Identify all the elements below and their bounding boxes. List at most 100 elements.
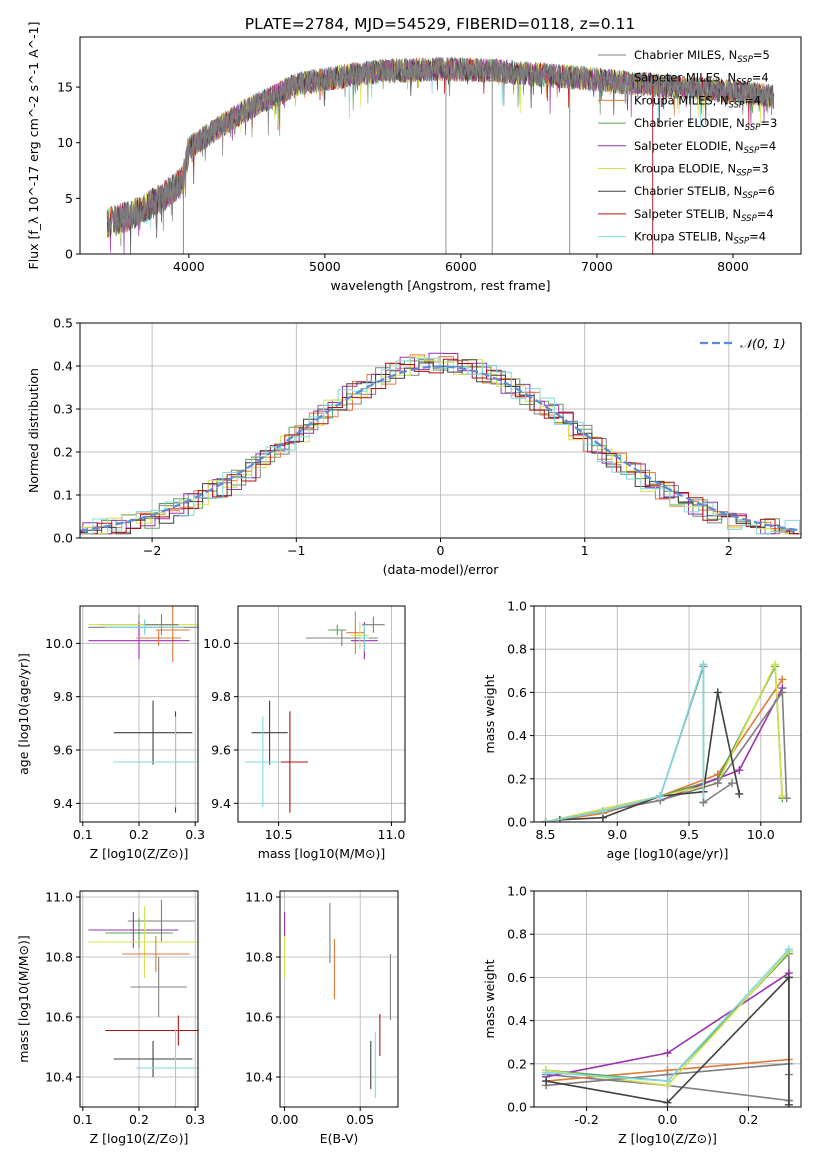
weight_vs_age-line: [545, 690, 788, 822]
mass_vs_ebv-x-tick-label: 0.00: [271, 1112, 299, 1127]
weight_vs_age-plot-area: [541, 660, 791, 822]
weight_vs_age-line: [545, 687, 784, 822]
legend-entry: Salpeter ELODIE, NSSP=4: [634, 139, 776, 156]
legend-entry-normal: 𝒩(0, 1): [740, 336, 786, 351]
age_vs_mass-spines: [237, 605, 406, 823]
age_vs_mass-y-tick-label: 9.4: [211, 796, 231, 811]
mass_vs_Z-errorbars: [88, 900, 198, 1107]
spectrum-legend: Chabrier MILES, NSSP=5 Salpeter MILES, NS…: [598, 48, 777, 247]
spectrum-x-tick-label: 5000: [309, 259, 341, 274]
mass_vs_Z-plot-area: [88, 900, 198, 1107]
weight_vs_age-y-tick-label: 0.0: [507, 815, 527, 830]
weight_vs_age-marker: [778, 675, 787, 684]
mass_vs_ebv-spines: [279, 890, 399, 1108]
weight_vs_age-series: [541, 660, 791, 822]
mass_vs_ebv-y-tick-label: 10.4: [245, 1070, 273, 1085]
residuals-y-tick-label: 0.5: [53, 316, 73, 331]
weight_vs_age-x-axis-label: age [log10(age/yr)]: [607, 846, 729, 861]
weight_vs_Z-x-tick-label: 0.2: [738, 1112, 758, 1127]
legend-entry: Kroupa MILES, NSSP=4: [634, 93, 761, 110]
weight_vs_Z-series: [542, 945, 793, 1107]
weight_vs_age-marker: [782, 794, 791, 803]
weight_vs_age-y-tick-label: 0.6: [507, 685, 527, 700]
age_vs_Z-y-axis-label: age [log10(age/yr)]: [16, 653, 31, 775]
mass_vs_ebv-errorbars: [283, 903, 391, 1098]
age_vs_mass-y-tick-label: 10.0: [203, 636, 231, 651]
spectrum-x-tick-label: 6000: [445, 259, 477, 274]
mass_vs_Z-y-axis-label: mass [log10(M/M⊙)]: [16, 935, 31, 1063]
weight_vs_Z-x-tick-label: 0.0: [658, 1112, 678, 1127]
age_vs_Z-x-tick-label: 0.2: [129, 827, 149, 842]
weight_vs_Z-marker: [784, 973, 793, 982]
spectrum-lines: [106, 56, 775, 254]
age_vs_Z-x-axis-label: Z [log10(Z/Z⊙)]: [90, 846, 189, 861]
residuals-x-tick-label: −2: [143, 543, 161, 558]
spectrum-x-tick-label: 7000: [581, 259, 613, 274]
spectrum-spines: [79, 36, 802, 255]
legend-entry: Chabrier MILES, NSSP=5: [634, 48, 770, 65]
weight_vs_Z-plot-area: [542, 945, 793, 1107]
mass_vs_Z-x-tick-label: 0.3: [185, 1112, 205, 1127]
spectrum-y-axis-label: Flux [f_λ 10^-17 erg cm^-2 s^-1 A^-1]: [26, 22, 41, 270]
mass_vs_ebv-x-tick-label: 0.05: [346, 1112, 374, 1127]
spectrum-x-tick-label: 8000: [717, 259, 749, 274]
residuals-y-tick-label: 0.3: [53, 402, 73, 417]
weight_vs_age-y-axis-label: mass weight: [482, 674, 497, 753]
age_vs_Z-y-tick-label: 10.0: [45, 636, 73, 651]
weight_vs_Z-marker: [784, 945, 793, 954]
age_vs_mass-y-tick-label: 9.6: [211, 743, 231, 758]
weight_vs_age-marker: [656, 792, 665, 801]
weight_vs_age-x-tick-label: 9.5: [679, 827, 699, 842]
residuals-x-axis-label: (data-model)/error: [383, 562, 500, 577]
mass_vs_Z-axes: [80, 891, 198, 1107]
residuals-x-tick-label: −1: [287, 543, 305, 558]
spectrum-plot-area: [106, 56, 775, 254]
mass_vs_ebv-y-tick-label: 11.0: [245, 890, 273, 905]
weight_vs_age-frame: 8.5 9.0 9.5 10.0 0.0 0.2 0.4 0.6 0.8 1.0 age [log1…: [482, 599, 802, 861]
spectrum-y-tick-label: 5: [65, 191, 73, 206]
age_vs_mass-errorbars: [244, 611, 385, 813]
weight_vs_age-y-tick-label: 0.2: [507, 771, 527, 786]
age_vs_mass-frame: 10.5 11.0 9.4 9.6 9.8 10.0 mass [log10(M/M⊙)]: [203, 605, 406, 861]
weight_vs_age-x-tick-label: 9.0: [607, 827, 627, 842]
age_vs_mass-plot-area: [244, 611, 385, 813]
mass_vs_ebv-x-axis-label: E(B-V): [320, 1131, 359, 1146]
spectrum-x-axis-label: wavelength [Angstrom, rest frame]: [330, 278, 550, 293]
mass_vs_Z-y-tick-label: 10.6: [45, 1010, 73, 1025]
residuals-y-tick-label: 0.1: [53, 488, 73, 503]
spectrum-line-chabrier-miles: [106, 56, 775, 235]
weight_vs_age-marker: [735, 766, 744, 775]
weight_vs_Z-marker: [542, 1077, 551, 1086]
age_vs_Z-frame: 0.1 0.2 0.3 9.4 9.6 9.8 10.0 Z [log10(Z/Z⊙)] age…: [16, 605, 205, 861]
age_vs_Z-x-tick-label: 0.1: [73, 827, 93, 842]
weight_vs_Z-y-tick-label: 1.0: [507, 884, 527, 899]
age_vs_mass-x-axis-label: mass [log10(M/M⊙)]: [258, 846, 386, 861]
legend-entry: Salpeter STELIB, NSSP=4: [634, 207, 774, 224]
mass_vs_Z-y-tick-label: 10.4: [45, 1070, 73, 1085]
legend-entry: Chabrier ELODIE, NSSP=3: [634, 116, 777, 133]
mass_vs_Z-x-axis-label: Z [log10(Z/Z⊙)]: [90, 1131, 189, 1146]
residuals-y-tick-label: 0.4: [53, 359, 73, 374]
weight_vs_Z-y-tick-label: 0.6: [507, 970, 527, 985]
weight_vs_Z-y-tick-label: 0.4: [507, 1013, 527, 1028]
age_vs_Z-errorbars: [88, 606, 198, 813]
age_vs_mass-x-tick-label: 11.0: [378, 827, 406, 842]
mass_vs_Z-x-tick-label: 0.2: [129, 1112, 149, 1127]
residuals-x-tick-label: 0: [437, 543, 445, 558]
spectrum-y-tick-label: 15: [57, 80, 73, 95]
weight_vs_age-y-tick-label: 1.0: [507, 599, 527, 614]
histogram-steps: [80, 352, 801, 535]
mass_vs_ebv-y-tick-label: 10.6: [245, 1010, 273, 1025]
legend-entry: Kroupa ELODIE, NSSP=3: [634, 162, 769, 179]
normal-curve: [80, 365, 801, 532]
weight_vs_age-marker: [699, 798, 708, 807]
weight_vs_age-marker: [771, 660, 780, 669]
mass_vs_Z-frame: 0.1 0.2 0.3 10.4 10.6 10.8 11.0 Z [log10(Z/Z⊙)]…: [16, 890, 205, 1147]
weight_vs_age-x-tick-label: 10.0: [747, 827, 775, 842]
weight_vs_age-marker: [713, 688, 722, 697]
age_vs_mass-y-tick-label: 9.8: [211, 689, 231, 704]
residuals-x-tick-label: 2: [725, 543, 733, 558]
weight_vs_Z-y-axis-label: mass weight: [482, 959, 497, 1038]
weight_vs_Z-x-tick-label: -0.2: [574, 1112, 598, 1127]
